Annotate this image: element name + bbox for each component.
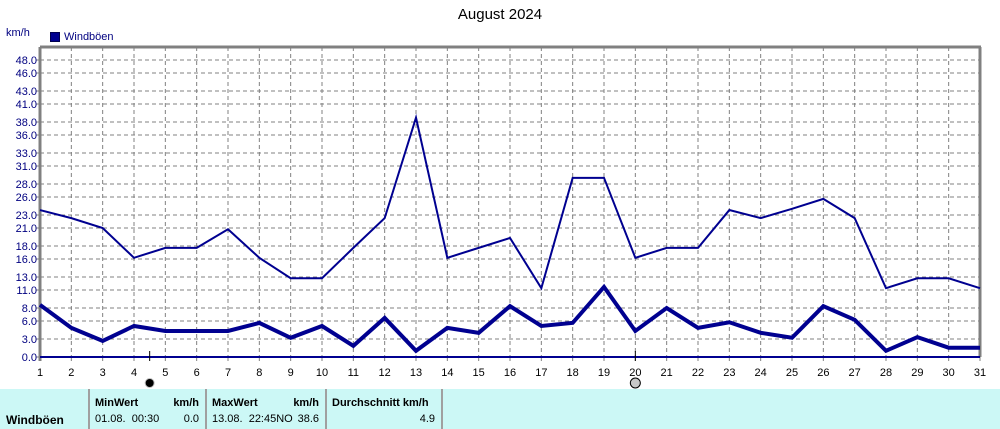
x-tick-label: 24 [755,367,767,379]
stats-avg-cell: Durchschnitt km/h 4.9 [327,389,443,429]
x-tick-label: 14 [441,367,453,379]
series-line [38,283,980,354]
x-tick-label: 23 [723,367,735,379]
min-datetime: 01.08. 00:30 [95,413,160,425]
y-tick-label: 8.0 [22,303,37,315]
x-tick-label: 15 [473,367,485,379]
y-tick-label: 23.0 [16,210,37,222]
x-tick-label: 17 [535,367,547,379]
y-tick-label: 6.0 [22,316,37,328]
avg-header: Durchschnitt km/h [332,397,429,409]
x-tick-label: 31 [974,367,986,379]
avg-value: 4.9 [419,413,435,425]
new-moon-icon [144,378,155,388]
stats-max-cell: MaxWert km/h 13.08. 22:45NO 38.6 [207,389,327,429]
chart-title: August 2024 [457,6,543,23]
x-tick-label: 11 [348,367,359,379]
y-tick-label: 11.0 [16,285,37,297]
x-tick-label: 2 [68,367,74,379]
min-unit: km/h [173,397,199,409]
y-tick-label: 16.0 [16,254,37,266]
x-tick-label: 13 [410,367,422,379]
x-tick-label: 5 [162,367,168,379]
max-unit: km/h [293,397,319,409]
x-tick-label: 3 [100,367,106,379]
x-tick-label: 28 [880,367,892,379]
stats-row-label: Windböen [6,413,64,427]
legend-label: Windböen [64,31,114,43]
y-tick-label: 28.0 [16,179,37,191]
y-tick-label: 46.0 [16,68,37,80]
stats-min-cell: MinWert km/h 01.08. 00:30 0.0 [90,389,207,429]
x-tick-label: 16 [504,367,516,379]
x-tick-label: 8 [256,367,262,379]
legend: Windböen [50,31,114,43]
y-tick-label: 41.0 [16,99,37,111]
x-tick-label: 7 [225,367,231,379]
y-tick-label: 38.0 [16,117,37,129]
x-tick-label: 19 [598,367,610,379]
y-tick-label: 43.0 [16,86,37,98]
full-moon-icon [629,377,641,389]
x-tick-label: 26 [817,367,829,379]
x-tick-label: 4 [131,367,137,379]
y-tick-label: 33.0 [16,148,37,160]
y-tick-label: 21.0 [16,223,37,235]
max-value: 38.6 [297,413,319,425]
min-value: 0.0 [183,413,199,425]
x-tick-label: 21 [661,367,673,379]
y-tick-label: 13.0 [16,272,37,284]
x-tick-label: 27 [849,367,861,379]
x-tick-label: 9 [288,367,294,379]
stats-row-label-cell: Windböen [0,389,90,429]
legend-swatch-icon [50,32,60,42]
x-tick-label: 22 [692,367,704,379]
y-tick-label: 0.0 [22,352,37,364]
x-tick-label: 18 [567,367,579,379]
x-tick-label: 12 [379,367,391,379]
x-tick-label: 20 [629,367,641,379]
x-tick-label: 25 [786,367,798,379]
stats-table: Windböen MinWert km/h 01.08. 00:30 0.0 M… [0,389,1000,429]
y-axis-unit: km/h [6,27,30,39]
x-tick-label: 30 [943,367,955,379]
x-tick-label: 6 [194,367,200,379]
x-tick-label: 10 [316,367,328,379]
y-tick-label: 3.0 [22,334,37,346]
x-tick-label: 29 [911,367,923,379]
line-chart: 0.0 3.0 6.08.0 11.013.0 16.018.0 21.023.0 26.0… [16,45,986,389]
y-tick-label: 18.0 [16,241,37,253]
max-header: MaxWert [212,397,258,409]
max-datetime: 13.08. 22:45NO [212,413,293,425]
min-header: MinWert [95,397,139,409]
y-tick-label: 36.0 [16,130,37,142]
series-line [39,113,981,291]
y-tick-label: 26.0 [16,192,37,204]
y-tick-label: 48.0 [16,55,37,67]
y-tick-label: 31.0 [16,161,37,173]
x-tick-label: 1 [37,367,43,379]
